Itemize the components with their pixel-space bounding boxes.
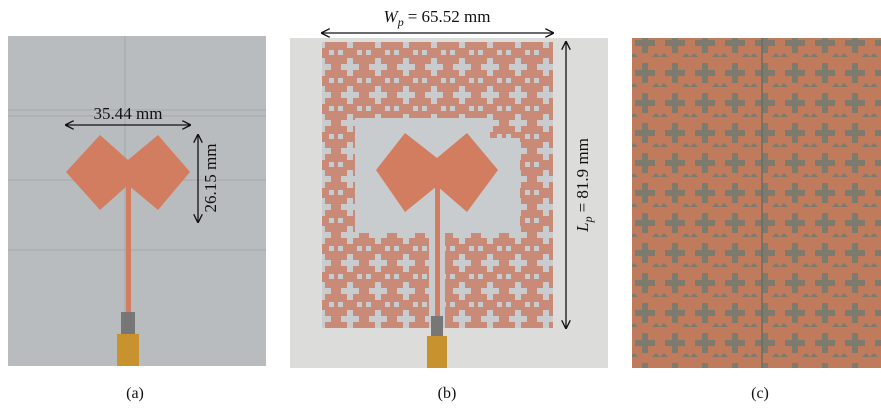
- caption: (c): [751, 385, 769, 402]
- caption: (b): [438, 385, 457, 402]
- connector: [427, 336, 447, 368]
- dimension-label: 35.44 mm: [94, 104, 163, 123]
- connector: [431, 316, 443, 336]
- feedline: [126, 175, 131, 320]
- dimension-label: 26.15 mm: [201, 144, 220, 213]
- panel-b: Wp= 65.52 mm Lp= 81.9 mm (b): [290, 7, 608, 402]
- subscript: p: [581, 216, 595, 223]
- caption: (a): [126, 385, 144, 402]
- symbol: L: [573, 222, 592, 232]
- panel-c: (c): [632, 38, 881, 402]
- fractal-board: [632, 38, 881, 368]
- connector: [121, 312, 135, 334]
- subscript: p: [397, 15, 404, 29]
- figure: 35.44 mm 26.15 mm (a) Wp= 65.52 mm Lp= 8…: [0, 0, 881, 410]
- panel-a: 35.44 mm 26.15 mm (a): [8, 36, 266, 402]
- dimension-label: Wp= 65.52 mm: [384, 7, 491, 29]
- connector: [117, 334, 139, 366]
- value: = 81.9 mm: [573, 138, 592, 212]
- value: = 65.52 mm: [408, 7, 491, 26]
- feedline: [435, 180, 440, 328]
- board-photo: [8, 36, 266, 366]
